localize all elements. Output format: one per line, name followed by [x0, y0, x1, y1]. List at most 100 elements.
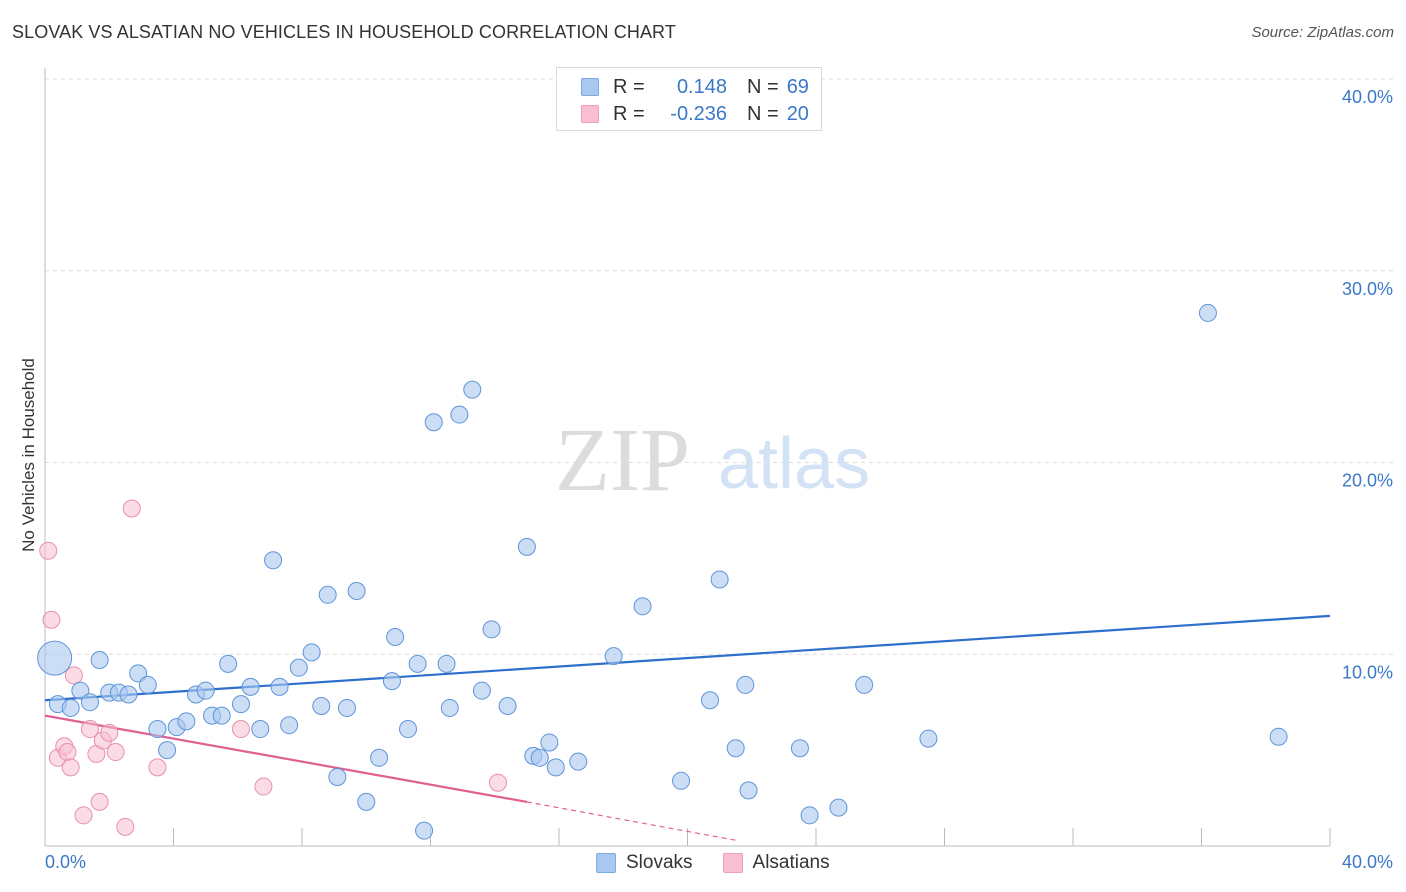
point-slovaks — [919, 729, 938, 748]
legend-item-slovaks[interactable]: Slovaks — [596, 852, 693, 874]
point-slovaks — [790, 739, 809, 758]
point-slovaks — [212, 706, 231, 725]
point-slovaks — [437, 654, 456, 673]
point-alsatians — [74, 806, 93, 825]
legend-n-value: 69 — [786, 75, 809, 98]
point-slovaks — [399, 720, 418, 739]
legend-r-value: 0.148 — [676, 75, 727, 98]
series-legend: Slovaks Alsatians — [596, 852, 860, 874]
point-slovaks — [347, 581, 366, 600]
point-slovaks — [280, 716, 299, 735]
legend-r-label: R = — [613, 75, 645, 98]
stats-legend: R = 0.148 N = 69 R = -0.236 N = 20 — [556, 67, 822, 131]
point-slovaks — [370, 748, 389, 767]
point-slovaks — [710, 570, 729, 589]
point-slovaks — [158, 741, 177, 760]
point-slovaks — [302, 643, 321, 662]
data-points — [37, 303, 1288, 840]
point-slovaks — [450, 405, 469, 424]
point-slovaks — [498, 697, 517, 716]
point-alsatians — [39, 541, 58, 560]
point-slovaks — [472, 681, 491, 700]
point-alsatians — [80, 720, 99, 739]
point-alsatians — [488, 773, 507, 792]
point-slovaks — [424, 413, 443, 432]
point-slovaks — [37, 640, 73, 676]
legend-swatch-slovaks — [581, 78, 599, 96]
point-slovaks — [312, 697, 331, 716]
legend-swatch-slovaks — [596, 853, 616, 873]
point-slovaks — [337, 698, 356, 717]
point-slovaks — [382, 672, 401, 691]
source-credit: Source: ZipAtlas.com — [1251, 24, 1394, 41]
point-slovaks — [386, 627, 405, 646]
legend-n-label: N = — [747, 102, 779, 125]
trend-line-slovaks — [44, 614, 1331, 702]
point-slovaks — [482, 620, 501, 639]
point-slovaks — [90, 651, 109, 670]
gridlines — [45, 78, 1395, 655]
point-slovaks — [219, 654, 238, 673]
point-slovaks — [177, 712, 196, 731]
point-slovaks — [540, 733, 559, 752]
point-slovaks — [318, 585, 337, 604]
point-slovaks — [148, 720, 167, 739]
point-slovaks — [415, 821, 434, 840]
point-slovaks — [289, 658, 308, 677]
point-slovaks — [80, 693, 99, 712]
point-slovaks — [672, 771, 691, 790]
point-slovaks — [700, 691, 719, 710]
point-slovaks — [546, 758, 565, 777]
point-alsatians — [100, 723, 119, 742]
legend-item-alsatians[interactable]: Alsatians — [722, 852, 830, 874]
trend-line-alsatians — [44, 714, 528, 803]
legend-row-slovaks: R = 0.148 N = 69 — [581, 75, 809, 99]
point-slovaks — [463, 380, 482, 399]
point-slovaks — [739, 781, 758, 800]
point-alsatians — [116, 817, 135, 836]
point-slovaks — [196, 681, 215, 700]
point-slovaks — [633, 597, 652, 616]
y-tick-label: 30.0% — [1342, 279, 1393, 299]
x-tick-label: 40.0% — [1342, 852, 1393, 872]
point-slovaks — [251, 720, 270, 739]
point-alsatians — [42, 610, 61, 629]
legend-n-value: 20 — [786, 102, 809, 125]
point-slovaks — [328, 767, 347, 786]
watermark: ZIP atlas — [555, 411, 870, 510]
point-slovaks — [1198, 303, 1217, 322]
y-tick-label: 20.0% — [1342, 471, 1393, 491]
point-slovaks — [800, 806, 819, 825]
point-alsatians — [148, 758, 167, 777]
point-slovaks — [829, 798, 848, 817]
legend-label-slovaks: Slovaks — [626, 852, 693, 873]
point-alsatians — [64, 666, 83, 685]
point-slovaks — [604, 647, 623, 666]
point-slovaks — [517, 537, 536, 556]
point-slovaks — [736, 675, 755, 694]
point-slovaks — [726, 739, 745, 758]
legend-r-label: R = — [613, 102, 645, 125]
point-slovaks — [231, 695, 250, 714]
point-alsatians — [58, 743, 77, 762]
y-tick-label: 10.0% — [1342, 662, 1393, 682]
point-slovaks — [61, 698, 80, 717]
trend-line-alsatians-extension — [526, 801, 736, 841]
legend-swatch-alsatians — [581, 105, 599, 123]
chart-title: SLOVAK VS ALSATIAN NO VEHICLES IN HOUSEH… — [12, 22, 676, 42]
point-slovaks — [408, 654, 427, 673]
y-tick-label: 40.0% — [1342, 87, 1393, 107]
point-slovaks — [530, 748, 549, 767]
point-slovaks — [241, 677, 260, 696]
point-slovaks — [440, 698, 459, 717]
point-slovaks — [1269, 727, 1288, 746]
point-slovaks — [71, 681, 90, 700]
legend-swatch-alsatians — [722, 853, 743, 873]
point-alsatians — [122, 499, 141, 518]
tick-labels: 10.0% 20.0% 30.0% 40.0% 0.0% 40.0% — [45, 87, 1393, 872]
point-alsatians — [254, 777, 273, 796]
point-slovaks — [264, 551, 283, 570]
point-slovaks — [855, 675, 874, 694]
point-alsatians — [90, 792, 109, 811]
point-slovaks — [569, 752, 588, 771]
